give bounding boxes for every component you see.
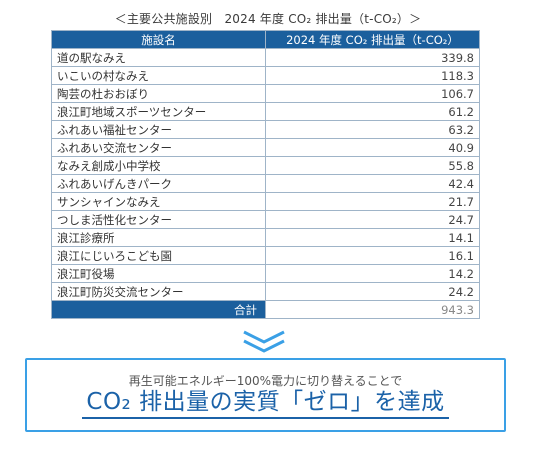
- facility-name-cell: ふれあい福祉センター: [51, 120, 266, 139]
- emission-value-cell: 106.7: [265, 84, 480, 103]
- table-row: 道の駅なみえ 339.8: [51, 48, 480, 67]
- emission-value-cell: 24.2: [265, 282, 480, 301]
- table-row: 浪江にじいろこども園 16.1: [51, 246, 480, 265]
- table-row: 陶芸の杜おおぼり 106.7: [51, 84, 480, 103]
- table-row: ふれあいげんきパーク 42.4: [51, 174, 480, 193]
- emissions-table: 施設名 2024 年度 CO₂ 排出量（t-CO₂） 道の駅なみえ 339.8 いこ…: [51, 30, 480, 319]
- table-row: つしま活性化センター 24.7: [51, 210, 480, 229]
- table-row: 浪江町役場 14.2: [51, 264, 480, 283]
- facility-name-cell: ふれあい交流センター: [51, 138, 266, 157]
- emission-value-cell: 63.2: [265, 120, 480, 139]
- column-header-facility: 施設名: [51, 30, 266, 49]
- emission-value-cell: 21.7: [265, 192, 480, 211]
- emission-value-cell: 40.9: [265, 138, 480, 157]
- facility-name-cell: 浪江町地域スポーツセンター: [51, 102, 266, 121]
- table-header-row: 施設名 2024 年度 CO₂ 排出量（t-CO₂）: [51, 30, 480, 49]
- emission-value-cell: 14.2: [265, 264, 480, 283]
- table-caption: ＜主要公共施設別 2024 年度 CO₂ 排出量（t-CO₂）＞: [114, 12, 422, 26]
- facility-name-cell: 浪江町役場: [51, 264, 266, 283]
- message-headline-wrap: CO₂ 排出量の実質「ゼロ」を達成: [27, 388, 504, 419]
- table-row: なみえ創成小中学校 55.8: [51, 156, 480, 175]
- table-row: サンシャインなみえ 21.7: [51, 192, 480, 211]
- table-row: 浪江町地域スポーツセンター 61.2: [51, 102, 480, 121]
- table-row: ふれあい福祉センター 63.2: [51, 120, 480, 139]
- table-row: 浪江町防災交流センター 24.2: [51, 282, 480, 301]
- column-header-emissions: 2024 年度 CO₂ 排出量（t-CO₂）: [265, 30, 480, 49]
- chevron-down-icon: [243, 330, 285, 353]
- facility-name-cell: サンシャインなみえ: [51, 192, 266, 211]
- facility-name-cell: 浪江診療所: [51, 228, 266, 247]
- message-box: 再生可能エネルギー100%電力に切り替えることで CO₂ 排出量の実質「ゼロ」を…: [25, 358, 506, 432]
- facility-name-cell: 浪江町防災交流センター: [51, 282, 266, 301]
- total-row: 合計 943.3: [51, 300, 480, 319]
- facility-name-cell: なみえ創成小中学校: [51, 156, 266, 175]
- emission-value-cell: 61.2: [265, 102, 480, 121]
- facility-name-cell: 道の駅なみえ: [51, 48, 266, 67]
- total-label: 合計: [51, 300, 266, 319]
- emission-value-cell: 118.3: [265, 66, 480, 85]
- table-row: いこいの村なみえ 118.3: [51, 66, 480, 85]
- facility-name-cell: つしま活性化センター: [51, 210, 266, 229]
- table-row: 浪江診療所 14.1: [51, 228, 480, 247]
- emission-value-cell: 14.1: [265, 228, 480, 247]
- facility-name-cell: いこいの村なみえ: [51, 66, 266, 85]
- facility-name-cell: ふれあいげんきパーク: [51, 174, 266, 193]
- emission-value-cell: 24.7: [265, 210, 480, 229]
- facility-name-cell: 陶芸の杜おおぼり: [51, 84, 266, 103]
- emission-value-cell: 55.8: [265, 156, 480, 175]
- emission-value-cell: 339.8: [265, 48, 480, 67]
- message-headline: CO₂ 排出量の実質「ゼロ」を達成: [82, 388, 449, 419]
- facility-name-cell: 浪江にじいろこども園: [51, 246, 266, 265]
- emission-value-cell: 42.4: [265, 174, 480, 193]
- message-subtitle: 再生可能エネルギー100%電力に切り替えることで: [128, 374, 403, 388]
- emission-value-cell: 16.1: [265, 246, 480, 265]
- table-row: ふれあい交流センター 40.9: [51, 138, 480, 157]
- total-value: 943.3: [265, 300, 480, 319]
